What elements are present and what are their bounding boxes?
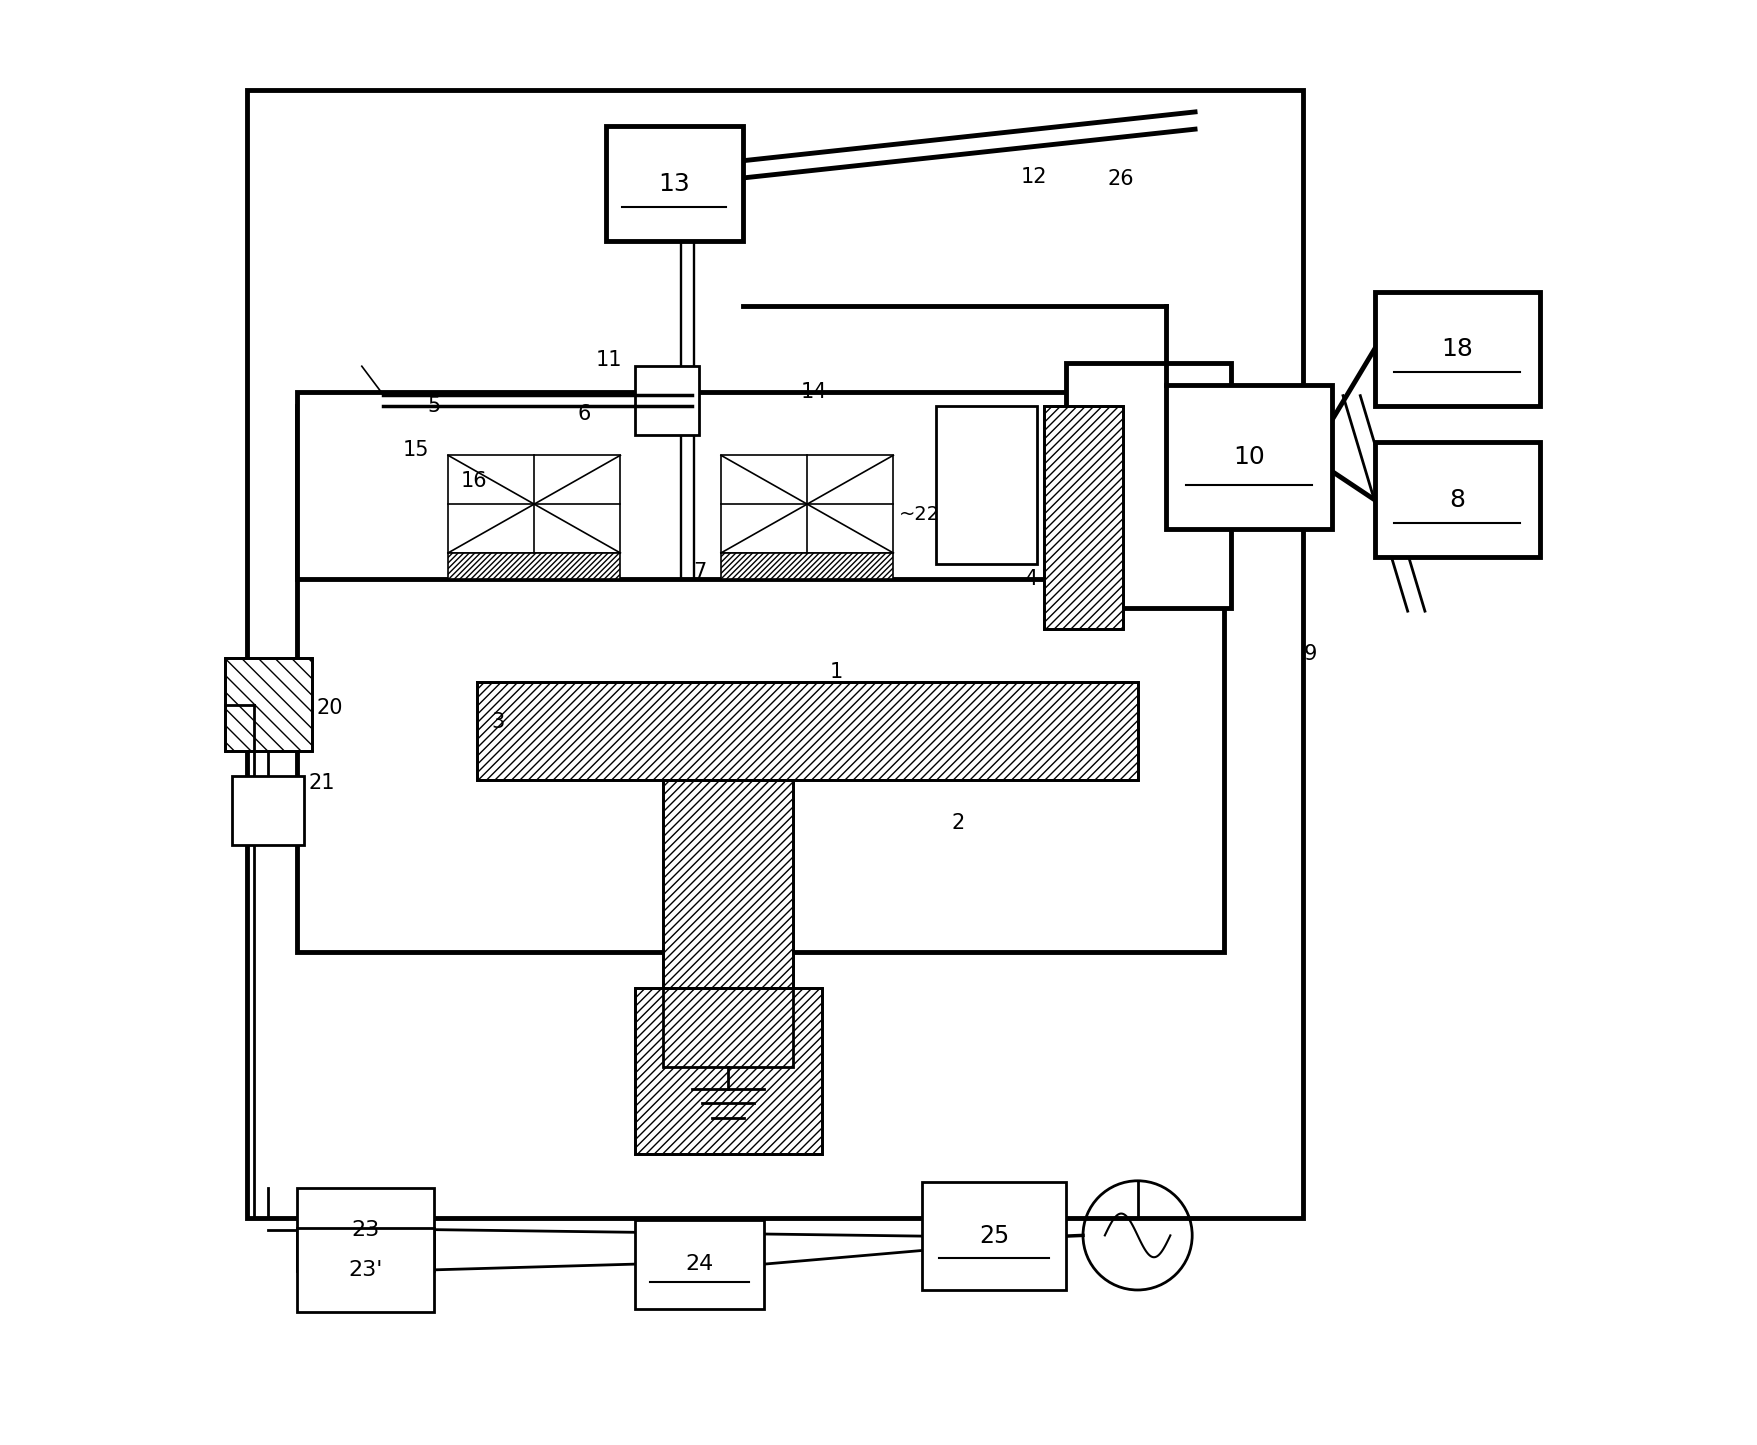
Bar [1065, 363, 1230, 607]
Bar [1044, 406, 1123, 629]
Text: 23': 23' [348, 1260, 383, 1280]
Bar [634, 1220, 764, 1309]
Text: 24: 24 [685, 1254, 713, 1274]
Bar [476, 682, 1137, 780]
Text: 16: 16 [460, 471, 487, 491]
Bar [225, 657, 311, 751]
Bar [297, 1188, 434, 1272]
Text: 7: 7 [692, 562, 706, 582]
Bar [297, 1228, 434, 1312]
Text: 14: 14 [801, 381, 828, 402]
Text: 23: 23 [351, 1220, 380, 1240]
Text: 11: 11 [596, 351, 622, 370]
Text: 25: 25 [979, 1224, 1009, 1248]
Text: ~22: ~22 [898, 504, 940, 523]
Bar [1374, 292, 1539, 406]
Bar [448, 455, 620, 553]
Bar [936, 406, 1037, 565]
Bar [1165, 384, 1330, 529]
Text: 8: 8 [1448, 488, 1464, 512]
Text: 3: 3 [492, 712, 504, 733]
Bar [922, 1182, 1065, 1290]
Bar [448, 553, 620, 579]
Text: 5: 5 [427, 396, 439, 416]
Bar [720, 455, 893, 553]
Bar [1374, 442, 1539, 558]
Text: 15: 15 [402, 439, 429, 460]
Text: 1: 1 [829, 662, 842, 682]
Bar [246, 91, 1302, 1218]
Bar [297, 392, 1223, 579]
Text: 21: 21 [307, 773, 334, 793]
Bar [662, 780, 792, 1068]
Text: 12: 12 [1021, 166, 1047, 186]
Text: 13: 13 [659, 172, 691, 195]
Text: 2: 2 [951, 814, 965, 834]
Text: 4: 4 [1024, 569, 1037, 588]
Bar [297, 406, 1223, 952]
Text: 6: 6 [578, 403, 590, 423]
Bar [634, 366, 699, 435]
Bar [606, 126, 741, 241]
Bar [634, 988, 821, 1153]
Bar [476, 682, 1137, 780]
Bar [634, 988, 821, 1153]
Bar [662, 780, 792, 1068]
Bar [720, 553, 893, 579]
Text: 10: 10 [1232, 445, 1263, 468]
Text: 20: 20 [316, 698, 343, 718]
Text: 26: 26 [1107, 169, 1133, 189]
Text: 18: 18 [1441, 337, 1472, 361]
Bar [232, 776, 304, 845]
Bar [225, 657, 311, 751]
Text: 9: 9 [1302, 643, 1316, 663]
Bar [1044, 406, 1123, 629]
